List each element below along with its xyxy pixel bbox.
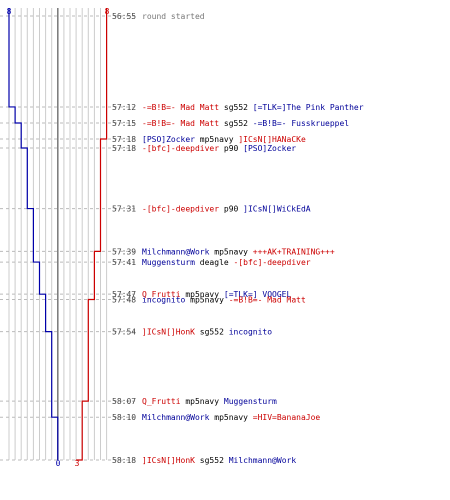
event-text: incognito mp5navy -=B!B=- Mad Matt (142, 296, 306, 305)
event-time: 57:15 (112, 119, 136, 128)
event-part-red: ]ICsN[]HonK (142, 328, 195, 337)
event-time: 57:54 (112, 328, 136, 337)
team-a-end-count: 0 (56, 459, 61, 468)
event-part-red: ]ICsN[]HANaCKe (234, 135, 306, 144)
event-time: 57:18 (112, 135, 136, 144)
event-text: Milchmann@Work mp5navy +++AK+TRAINING+++ (142, 247, 335, 256)
event-time: 58:10 (112, 413, 136, 422)
event-time: 57:12 (112, 103, 136, 112)
team-a-start-count: 8 (7, 7, 12, 16)
event-time: 58:18 (112, 456, 136, 465)
event-part-red: -=B!B=- Mad Matt (142, 119, 219, 128)
event-text: [PSO]Zocker mp5navy ]ICsN[]HANaCKe (142, 135, 306, 144)
event-part-red: =HIV=BananaJoe (248, 413, 320, 422)
event-part-weap: mp5navy (181, 397, 220, 406)
event-part-blue: [=TLK=] VOOGEL (219, 290, 291, 299)
event-text: round started (142, 12, 205, 21)
event-part-blue: incognito (224, 328, 272, 337)
event-time: 57:47 (112, 290, 136, 299)
event-part-blue: ]ICsN[]WiCkEdA (238, 205, 310, 214)
event-text: -[bfc]-deepdiver p90 ]ICsN[]WiCkEdA (142, 205, 311, 214)
team-b-end-count: 3 (75, 459, 80, 468)
event-part-weap: mp5navy (195, 135, 234, 144)
event-part-red: Q_Frutti (142, 290, 181, 299)
event-part-red: -=B!B=- Mad Matt (224, 296, 306, 305)
event-part-blue: [PSO]Zocker (142, 135, 195, 144)
event-part-blue: [=TLK=]The Pink Panther (248, 103, 364, 112)
event-part-weap: mp5navy (209, 247, 248, 256)
event-text: -=B!B=- Mad Matt sg552 [=TLK=]The Pink P… (142, 103, 364, 112)
grid-layer (8, 8, 108, 460)
event-time: 58:07 (112, 397, 136, 406)
event-text: ]ICsN[]HonK sg552 incognito (142, 328, 272, 337)
event-text: Muggensturm deagle -[bfc]-deepdiver (142, 258, 311, 267)
team-b-start-count: 8 (105, 7, 110, 16)
event-time: 57:31 (112, 205, 136, 214)
event-part-red: +++AK+TRAINING+++ (248, 247, 335, 256)
event-part-blue: [PSO]Zocker (238, 144, 296, 153)
event-part-red: -[bfc]-deepdiver (229, 258, 311, 267)
event-part-weap: p90 (219, 205, 238, 214)
event-part-blue: -=B!B=- Fusskrueppel (248, 119, 349, 128)
event-text: Milchmann@Work mp5navy =HIV=BananaJoe (142, 413, 320, 422)
event-part-weap: sg552 (219, 119, 248, 128)
event-part-blue: incognito (142, 296, 186, 305)
event-part-red: ]ICsN[]HonK (142, 456, 195, 465)
event-text: -=B!B=- Mad Matt sg552 -=B!B=- Fusskruep… (142, 119, 349, 128)
event-part-weap: sg552 (195, 328, 224, 337)
event-part-weap: mp5navy (181, 290, 220, 299)
event-part-blue: Muggensturm (219, 397, 277, 406)
event-text: -[bfc]-deepdiver p90 [PSO]Zocker (142, 144, 296, 153)
event-part-weap: mp5navy (185, 296, 224, 305)
event-time: 57:39 (112, 247, 136, 256)
team-a-line (8, 8, 59, 460)
event-time: 57:41 (112, 258, 136, 267)
score-lines-layer (8, 8, 108, 461)
event-part-red: Q_Frutti (142, 397, 181, 406)
event-dash-layer (0, 15, 136, 461)
event-part-weap: sg552 (195, 456, 224, 465)
event-part-gray: round started (142, 12, 205, 21)
event-text: ]ICsN[]HonK sg552 Milchmann@Work (142, 456, 296, 465)
event-part-weap: sg552 (219, 103, 248, 112)
event-part-red: -=B!B=- Mad Matt (142, 103, 219, 112)
event-time: 56:55 (112, 12, 136, 21)
event-log: 56:55 round started 57:12 -=B!B=- Mad Matt … (112, 12, 364, 465)
team-b-line (76, 8, 108, 461)
event-time: 57:48 (112, 296, 136, 305)
event-part-blue: Milchmann@Work (142, 413, 210, 422)
event-part-weap: p90 (219, 144, 238, 153)
event-part-weap: deagle (195, 258, 229, 267)
event-text: Q_Frutti mp5navy [=TLK=] VOOGEL (142, 290, 291, 299)
event-text: Q_Frutti mp5navy Muggensturm (142, 397, 277, 406)
event-part-blue: Milchmann@Work (224, 456, 296, 465)
event-part-red: -[bfc]-deepdiver (142, 144, 219, 153)
event-part-blue: Milchmann@Work (142, 247, 210, 256)
event-part-blue: Muggensturm (142, 258, 195, 267)
event-part-red: -[bfc]-deepdiver (142, 205, 219, 214)
event-time: 57:18 (112, 144, 136, 153)
event-part-weap: mp5navy (209, 413, 248, 422)
